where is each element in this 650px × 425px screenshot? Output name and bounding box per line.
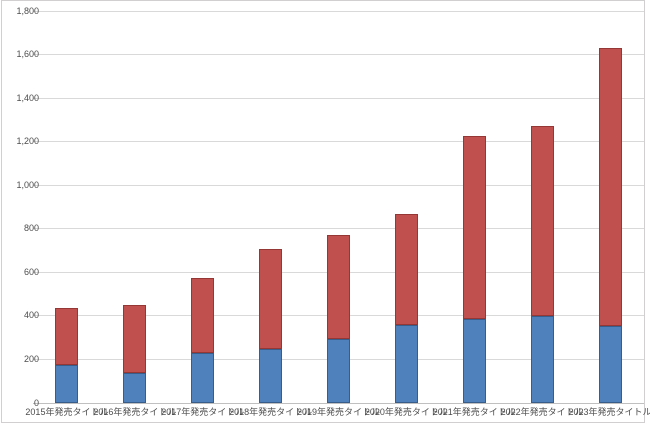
bar-segment-red-top-segment bbox=[598, 48, 622, 326]
x-axis-category-label: 2023年発売タイトル bbox=[568, 407, 650, 417]
bar-stack bbox=[462, 11, 486, 403]
bar-segment-red-top-segment bbox=[394, 213, 418, 325]
y-axis-tick-label: 1,400 bbox=[16, 92, 39, 103]
bar-segment-blue-bottom-segment bbox=[598, 325, 622, 403]
bar-stack bbox=[259, 11, 283, 403]
x-axis-category-label: 2015年発売タイトル bbox=[25, 407, 109, 417]
bar-segment-blue-bottom-segment bbox=[394, 324, 418, 403]
y-axis-tick-label: 600 bbox=[23, 266, 39, 277]
bar-segment-red-top-segment bbox=[259, 249, 283, 349]
bar-segment-red-top-segment bbox=[530, 126, 554, 316]
bar-segment-blue-bottom-segment bbox=[327, 338, 350, 403]
bar-segment-blue-bottom-segment bbox=[55, 364, 79, 403]
plot-area bbox=[33, 10, 644, 404]
gridline-1,600 bbox=[33, 54, 644, 56]
x-axis-category-label: 2022年発売タイトル bbox=[500, 407, 584, 417]
bar-segment-blue-bottom-segment bbox=[259, 348, 283, 403]
bar-stack bbox=[598, 11, 622, 403]
x-axis-category-label: 2020年発売タイトル bbox=[364, 407, 448, 417]
bar-stack bbox=[327, 11, 350, 403]
y-axis-tick-label: 800 bbox=[23, 223, 39, 234]
bar-segment-blue-bottom-segment bbox=[123, 372, 147, 403]
bar-stack bbox=[530, 11, 554, 403]
y-axis-tick-label: 1,600 bbox=[16, 49, 39, 60]
bar-segment-blue-bottom-segment bbox=[191, 352, 215, 403]
y-axis-tick-label: 0 bbox=[33, 397, 39, 408]
gridline-800 bbox=[33, 228, 644, 230]
gridline-1,400 bbox=[33, 97, 644, 99]
bar-segment-red-top-segment bbox=[55, 308, 79, 365]
bar-stack bbox=[394, 11, 418, 403]
x-axis-category-label: 2016年発売タイトル bbox=[93, 407, 177, 417]
bar-segment-red-top-segment bbox=[462, 136, 486, 320]
bar-segment-red-top-segment bbox=[327, 235, 350, 339]
bar-segment-blue-bottom-segment bbox=[462, 319, 486, 403]
gridline-1,800 bbox=[33, 10, 644, 12]
bar-stack bbox=[191, 11, 215, 403]
y-axis-tick-label: 200 bbox=[23, 353, 39, 364]
x-axis-category-label: 2018年発売タイトル bbox=[229, 407, 313, 417]
y-axis-tick-label: 1,200 bbox=[16, 136, 39, 147]
bar-segment-blue-bottom-segment bbox=[530, 315, 554, 403]
x-axis-category-label: 2019年発売タイトル bbox=[296, 407, 381, 417]
y-axis-tick-label: 400 bbox=[23, 310, 39, 321]
bar-segment-red-top-segment bbox=[123, 305, 147, 373]
x-axis-category-label: 2017年発売タイトル bbox=[161, 407, 245, 417]
x-axis-line bbox=[33, 402, 644, 404]
x-axis-category-label: 2021年発売タイトル bbox=[432, 407, 516, 417]
y-axis-tick-label: 1,000 bbox=[16, 179, 39, 190]
gridline-1,000 bbox=[33, 184, 644, 186]
gridline-1,200 bbox=[33, 141, 644, 143]
bar-stack bbox=[123, 11, 147, 403]
bar-segment-red-top-segment bbox=[191, 277, 215, 353]
y-axis-tick-label: 1,800 bbox=[16, 5, 39, 16]
bar-stack bbox=[55, 11, 79, 403]
